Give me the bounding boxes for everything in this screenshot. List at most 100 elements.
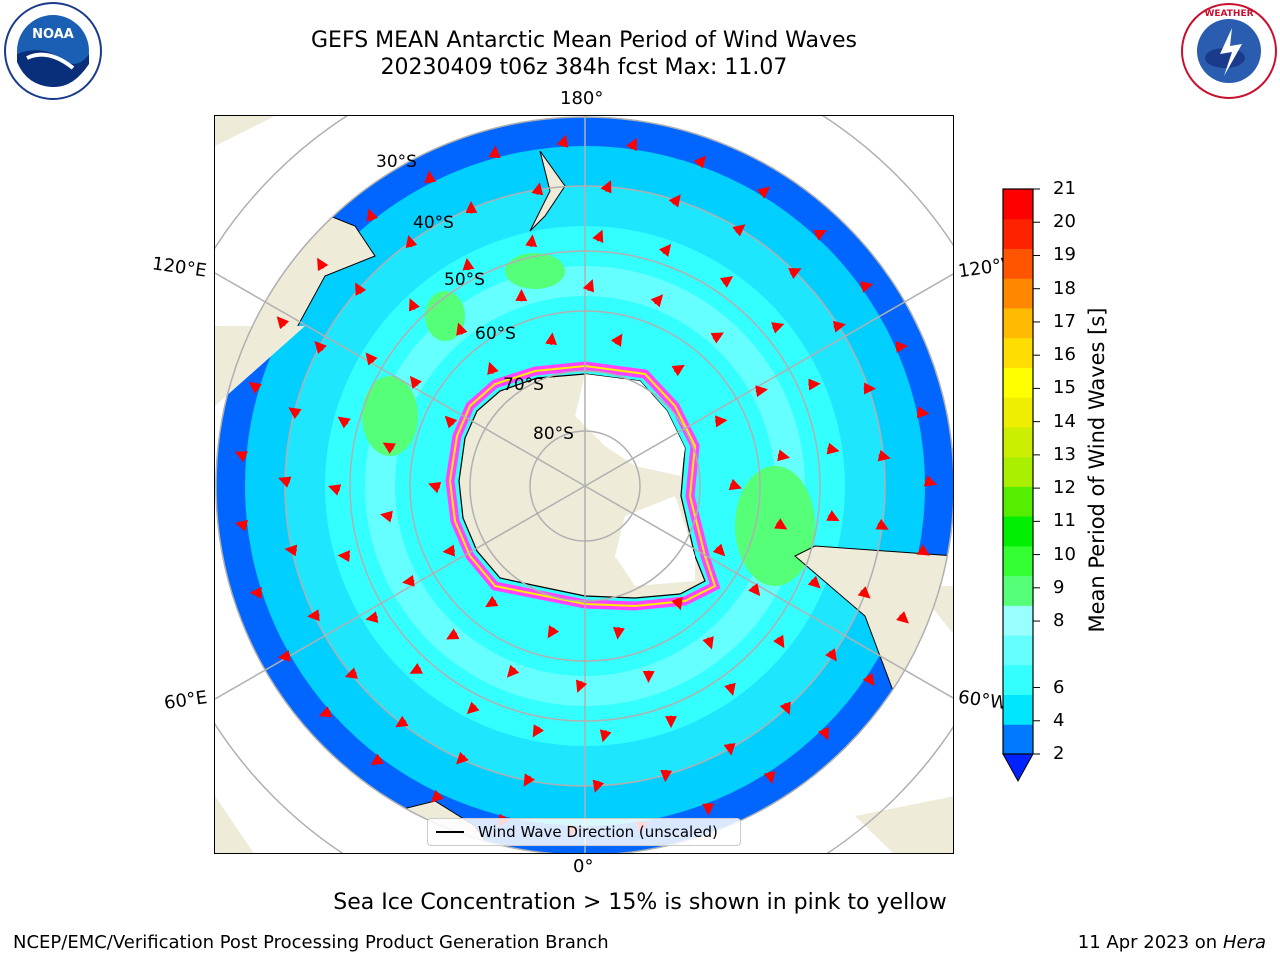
- wave-arrow: [895, 340, 908, 353]
- wave-arrow: [626, 137, 638, 152]
- colorbar-tick-label: 14: [1053, 410, 1076, 432]
- wave-arrow: [693, 155, 707, 169]
- wave-arrow: [712, 543, 726, 557]
- wave-arrow: [506, 664, 520, 678]
- wave-arrow: [668, 194, 681, 208]
- wave-arrow: [379, 510, 393, 523]
- wave-arrow: [409, 375, 422, 389]
- noaa-logo: NOAA: [4, 2, 102, 100]
- wave-arrow: [366, 208, 379, 222]
- wave-arrow: [779, 701, 791, 715]
- colorbar-band: [1003, 516, 1033, 547]
- colorbar-band: [1003, 575, 1033, 606]
- wave-arrow: [248, 381, 262, 394]
- lat-label-70s: 70°S: [503, 375, 544, 395]
- colorbar-band: [1003, 397, 1033, 428]
- wave-arrow: [777, 449, 791, 462]
- colorbar-tick-label: 2: [1053, 743, 1065, 764]
- wave-arrow: [456, 322, 468, 336]
- wave-arrow: [487, 361, 499, 376]
- lon-grid: [215, 116, 953, 853]
- wave-arrow: [525, 234, 538, 248]
- wave-arrow: [658, 243, 672, 257]
- colorbar-tick-label: 4: [1053, 709, 1065, 731]
- lat-label-30s: 30°S: [376, 152, 417, 172]
- svg-text:WEATHER: WEATHER: [1204, 9, 1253, 19]
- sea-ice-note: Sea Ice Concentration > 15% is shown in …: [333, 890, 947, 915]
- colorbar-tick-label: 12: [1053, 477, 1076, 499]
- wave-arrow: [671, 364, 685, 377]
- wave-arrow: [807, 575, 821, 589]
- colorbar-tick-label: 6: [1053, 676, 1065, 698]
- wave-arrow: [755, 385, 768, 398]
- wave-arrow: [875, 518, 889, 530]
- colorbar-tick-label: 17: [1053, 310, 1076, 332]
- wave-arrow: [860, 281, 874, 293]
- wave-arrow: [575, 679, 588, 693]
- wave-arrow: [702, 636, 714, 650]
- wave-arrow: [710, 332, 724, 344]
- wave-direction-arrows: [234, 134, 937, 838]
- wave-arrow: [234, 519, 249, 532]
- lat-label-50s: 50°S: [444, 270, 485, 290]
- wave-arrow: [650, 294, 664, 308]
- wave-arrow: [732, 224, 746, 237]
- wave-arrow: [431, 789, 444, 803]
- colorbar-label: Mean Period of Wind Waves [s]: [1085, 307, 1109, 633]
- colorbar-band: [1003, 218, 1033, 249]
- wave-arrow: [284, 544, 298, 557]
- chart-subtitle: 20230409 t06z 384h fcst Max: 11.07: [380, 55, 788, 80]
- lat-label-80s: 80°S: [533, 424, 574, 444]
- wave-arrow: [808, 378, 821, 391]
- colorbar-tick-label: 9: [1053, 576, 1065, 598]
- colorbar-tick-label: 10: [1053, 543, 1076, 565]
- colorbar-band: [1003, 278, 1033, 309]
- wave-arrow: [442, 544, 456, 557]
- wave-arrow: [365, 611, 379, 623]
- colorbar-tick-label: 16: [1053, 344, 1076, 366]
- wave-arrow: [428, 481, 442, 494]
- wave-arrow: [671, 596, 683, 611]
- wave-arrow: [278, 476, 292, 488]
- wave-arrow: [724, 682, 736, 696]
- colorbar-band: [1003, 367, 1033, 398]
- wave-arrow: [545, 332, 558, 346]
- wave-arrow: [592, 779, 605, 793]
- wave-arrow: [288, 407, 302, 420]
- wave-arrow: [382, 442, 397, 454]
- wave-arrow: [599, 729, 612, 743]
- wave-arrow: [532, 724, 545, 738]
- wave-arrow: [826, 510, 840, 522]
- legend-line-swatch: [436, 831, 464, 833]
- wave-arrow: [355, 282, 367, 296]
- wave-arrow: [317, 257, 329, 272]
- wave-arrow: [328, 484, 342, 496]
- wave-arrow: [337, 416, 351, 429]
- colorbar-band: [1003, 189, 1033, 220]
- wave-arrow: [456, 751, 469, 765]
- wave-arrow: [723, 743, 736, 756]
- wave-arrow: [916, 406, 930, 419]
- wave-arrow: [916, 544, 930, 556]
- wave-arrow: [314, 341, 327, 354]
- wave-arrow: [547, 625, 560, 639]
- wave-arrow: [466, 701, 480, 715]
- footer-date: 11 Apr 2023 on Hera: [1078, 932, 1266, 953]
- wave-arrow: [488, 145, 501, 159]
- colorbar-band: [1003, 248, 1033, 279]
- wave-arrow: [862, 672, 875, 687]
- wave-arrow: [318, 706, 333, 718]
- wave-arrow: [307, 609, 320, 622]
- wave-arrow: [612, 626, 625, 640]
- wave-arrow: [234, 451, 249, 463]
- colorbar-band: [1003, 426, 1033, 458]
- polar-map: [214, 115, 954, 854]
- wave-arrow: [719, 276, 734, 288]
- wave-arrow: [485, 595, 499, 608]
- wave-arrow: [277, 649, 291, 662]
- wave-arrow: [923, 475, 937, 487]
- nws-logo: WEATHER: [1181, 3, 1277, 99]
- wave-arrow: [408, 298, 420, 312]
- lat-label-60s: 60°S: [475, 324, 516, 344]
- colorbar-band: [1003, 337, 1033, 368]
